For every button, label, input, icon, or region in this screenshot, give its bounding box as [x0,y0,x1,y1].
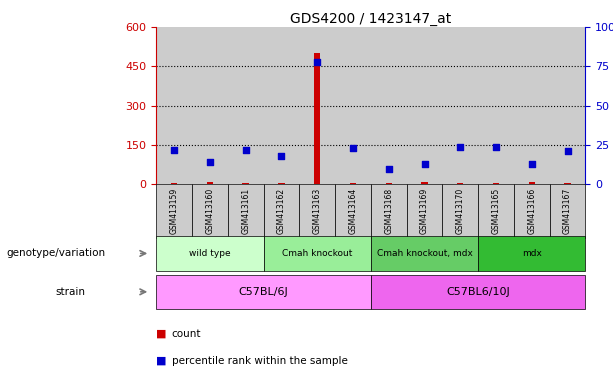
Text: GSM413165: GSM413165 [492,188,501,234]
Bar [299,27,335,184]
Text: GDS4200 / 1423147_at: GDS4200 / 1423147_at [290,12,452,25]
Bar [335,27,371,184]
Bar [565,183,571,184]
Bar [514,27,550,184]
Point [384,166,394,172]
Text: percentile rank within the sample: percentile rank within the sample [172,356,348,366]
Point [205,159,215,166]
Text: GSM413162: GSM413162 [277,188,286,234]
Text: genotype/variation: genotype/variation [6,248,105,258]
Point [348,145,358,151]
Point [527,161,537,167]
Text: Cmah knockout, mdx: Cmah knockout, mdx [376,249,473,258]
Point [455,144,465,150]
Point [312,58,322,65]
Point [241,147,251,153]
Text: GSM413160: GSM413160 [205,188,215,234]
Bar [278,183,284,184]
Text: C57BL6/10J: C57BL6/10J [446,287,510,297]
Point [419,161,429,167]
Text: GSM413170: GSM413170 [455,188,465,234]
Bar [550,27,585,184]
Point [563,148,573,154]
Bar [528,182,535,184]
Text: GSM413159: GSM413159 [170,188,179,234]
Text: ■: ■ [156,329,167,339]
Bar [478,27,514,184]
Text: count: count [172,329,201,339]
Text: wild type: wild type [189,249,230,258]
Bar [443,27,478,184]
Bar [264,27,299,184]
Bar [457,183,463,184]
Bar [421,182,428,184]
Bar [314,53,321,184]
Bar [156,27,192,184]
Text: GSM413168: GSM413168 [384,188,394,234]
Text: GSM413166: GSM413166 [527,188,536,234]
Text: GSM413169: GSM413169 [420,188,429,234]
Point [276,153,286,159]
Text: GSM413163: GSM413163 [313,188,322,234]
Bar [207,182,213,184]
Text: ■: ■ [156,356,167,366]
Point [169,147,179,153]
Bar [386,183,392,184]
Text: GSM413167: GSM413167 [563,188,572,234]
Bar [192,27,228,184]
Bar [243,183,249,184]
Point [491,144,501,150]
Text: strain: strain [55,287,85,297]
Bar [171,183,177,184]
Bar [493,183,499,184]
Text: C57BL/6J: C57BL/6J [238,287,289,297]
Bar [371,27,406,184]
Text: GSM413164: GSM413164 [348,188,357,234]
Text: GSM413161: GSM413161 [241,188,250,234]
Bar [406,27,443,184]
Bar [228,27,264,184]
Text: mdx: mdx [522,249,542,258]
Text: Cmah knockout: Cmah knockout [282,249,352,258]
Bar [350,183,356,184]
